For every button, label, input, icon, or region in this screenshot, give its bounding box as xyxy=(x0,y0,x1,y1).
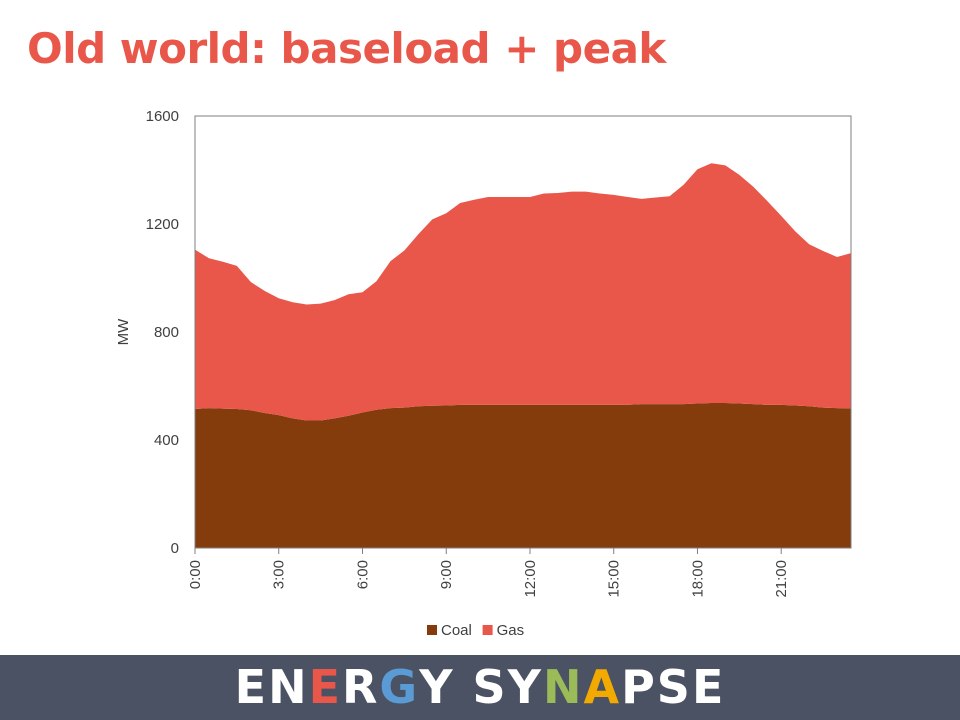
plot-area-border xyxy=(194,115,852,549)
y-tick-label: 1600 xyxy=(146,108,179,125)
x-tick-label: 15:00 xyxy=(606,560,623,598)
footer-bar: ENERGY SYNAPSE xyxy=(0,655,960,720)
x-tick-label: 9:00 xyxy=(438,560,455,589)
legend-swatch-coal xyxy=(427,625,437,635)
y-tick-label: 1200 xyxy=(146,216,179,233)
stacked-area-chart: 0 400 800 1200 1600 0:00 3:00 6:00 9:00 12:00 15:0… xyxy=(115,108,852,639)
x-tick-label: 12:00 xyxy=(522,560,539,598)
y-tick-label: 0 xyxy=(171,540,179,557)
y-axis-label: MW xyxy=(115,318,132,345)
x-tick-label: 0:00 xyxy=(187,560,204,589)
energy-synapse-logo: ENERGY SYNAPSE xyxy=(234,660,726,714)
area-series-gas xyxy=(195,163,851,421)
area-series-coal xyxy=(195,403,851,548)
legend-label-coal: Coal xyxy=(441,622,472,639)
x-tick-label: 3:00 xyxy=(271,560,288,589)
slide-title: Old world: baseload + peak xyxy=(27,24,666,73)
y-tick-label: 800 xyxy=(154,324,179,341)
x-tick-label: 21:00 xyxy=(773,560,790,598)
x-tick-label: 18:00 xyxy=(689,560,706,598)
y-tick-label: 400 xyxy=(154,432,179,449)
x-tick-label: 6:00 xyxy=(354,560,371,589)
legend-label-gas: Gas xyxy=(497,622,525,639)
legend-swatch-gas xyxy=(482,625,493,635)
